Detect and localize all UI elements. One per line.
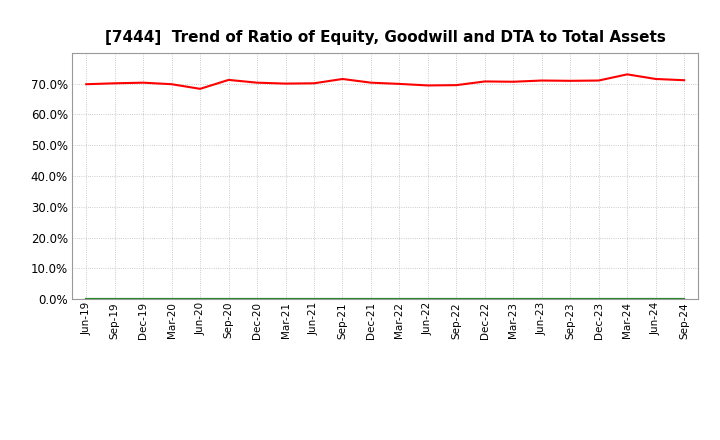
Deferred Tax Assets: [652, 297, 660, 302]
Deferred Tax Assets: [282, 297, 290, 302]
Goodwill: [338, 297, 347, 302]
Equity: [423, 83, 432, 88]
Deferred Tax Assets: [595, 297, 603, 302]
Equity: [338, 77, 347, 82]
Goodwill: [623, 297, 631, 302]
Goodwill: [566, 297, 575, 302]
Goodwill: [395, 297, 404, 302]
Deferred Tax Assets: [338, 297, 347, 302]
Goodwill: [366, 297, 375, 302]
Deferred Tax Assets: [566, 297, 575, 302]
Equity: [366, 80, 375, 85]
Goodwill: [595, 297, 603, 302]
Deferred Tax Assets: [623, 297, 631, 302]
Deferred Tax Assets: [423, 297, 432, 302]
Goodwill: [225, 297, 233, 302]
Equity: [395, 81, 404, 87]
Deferred Tax Assets: [452, 297, 461, 302]
Deferred Tax Assets: [110, 297, 119, 302]
Deferred Tax Assets: [537, 297, 546, 302]
Equity: [196, 86, 204, 92]
Goodwill: [196, 297, 204, 302]
Goodwill: [110, 297, 119, 302]
Equity: [110, 81, 119, 86]
Goodwill: [139, 297, 148, 302]
Equity: [537, 78, 546, 83]
Goodwill: [82, 297, 91, 302]
Goodwill: [652, 297, 660, 302]
Equity: [310, 81, 318, 86]
Line: Equity: Equity: [86, 74, 684, 89]
Equity: [452, 83, 461, 88]
Goodwill: [167, 297, 176, 302]
Goodwill: [310, 297, 318, 302]
Goodwill: [253, 297, 261, 302]
Deferred Tax Assets: [82, 297, 91, 302]
Equity: [282, 81, 290, 86]
Deferred Tax Assets: [139, 297, 148, 302]
Equity: [82, 81, 91, 87]
Equity: [566, 78, 575, 84]
Deferred Tax Assets: [480, 297, 489, 302]
Deferred Tax Assets: [225, 297, 233, 302]
Goodwill: [423, 297, 432, 302]
Deferred Tax Assets: [196, 297, 204, 302]
Equity: [139, 80, 148, 85]
Goodwill: [537, 297, 546, 302]
Goodwill: [509, 297, 518, 302]
Equity: [680, 77, 688, 83]
Deferred Tax Assets: [680, 297, 688, 302]
Goodwill: [282, 297, 290, 302]
Equity: [480, 79, 489, 84]
Goodwill: [452, 297, 461, 302]
Equity: [595, 78, 603, 83]
Deferred Tax Assets: [366, 297, 375, 302]
Goodwill: [680, 297, 688, 302]
Equity: [253, 80, 261, 85]
Goodwill: [480, 297, 489, 302]
Equity: [623, 72, 631, 77]
Deferred Tax Assets: [167, 297, 176, 302]
Deferred Tax Assets: [253, 297, 261, 302]
Title: [7444]  Trend of Ratio of Equity, Goodwill and DTA to Total Assets: [7444] Trend of Ratio of Equity, Goodwil…: [105, 29, 665, 45]
Deferred Tax Assets: [509, 297, 518, 302]
Equity: [167, 81, 176, 87]
Equity: [225, 77, 233, 83]
Deferred Tax Assets: [310, 297, 318, 302]
Equity: [652, 77, 660, 82]
Deferred Tax Assets: [395, 297, 404, 302]
Equity: [509, 79, 518, 84]
